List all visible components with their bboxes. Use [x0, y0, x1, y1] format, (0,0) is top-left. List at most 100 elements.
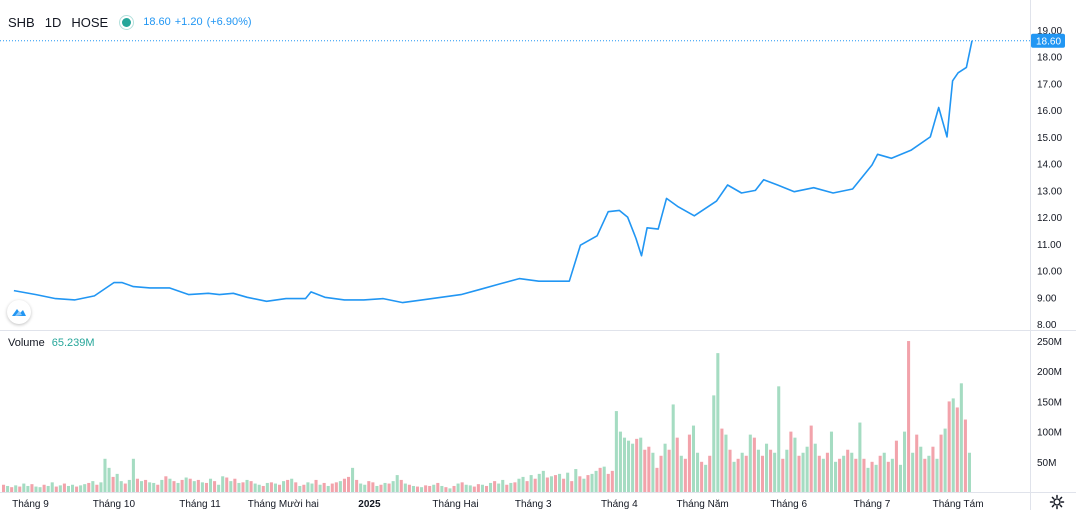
- price-tick-label: 9.00: [1037, 293, 1057, 304]
- price-change-percent: (+6.90%): [206, 16, 252, 28]
- volume-bar: [322, 482, 326, 492]
- volume-bar: [927, 455, 931, 492]
- volume-bar: [541, 470, 545, 492]
- volume-tick-label: 50M: [1037, 458, 1056, 469]
- volume-bar: [732, 461, 736, 492]
- volume-bar: [935, 458, 939, 492]
- volume-bar: [562, 478, 566, 492]
- volume-bar: [261, 485, 265, 492]
- volume-bar: [403, 483, 407, 492]
- price-tick-label: 12.00: [1037, 213, 1062, 224]
- volume-bar: [919, 446, 923, 492]
- volume-bar: [878, 455, 882, 492]
- volume-bar: [42, 484, 46, 492]
- volume-bar: [801, 452, 805, 492]
- volume-bar: [452, 485, 456, 492]
- volume-bar: [290, 478, 294, 492]
- interval-label[interactable]: 1D: [44, 14, 62, 30]
- volume-bar: [882, 452, 886, 492]
- volume-bar: [484, 485, 489, 492]
- volume-bar: [119, 481, 123, 492]
- volume-bar: [809, 425, 813, 492]
- volume-bar: [659, 455, 663, 492]
- volume-bar: [351, 467, 355, 492]
- volume-bar: [111, 476, 115, 492]
- volume-bar: [152, 482, 156, 492]
- volume-bar: [963, 419, 967, 492]
- volume-bar: [829, 431, 834, 492]
- volume-bar: [558, 473, 562, 492]
- volume-bar: [407, 484, 411, 492]
- volume-bar: [18, 486, 22, 492]
- volume-bar: [338, 481, 342, 492]
- volume-bar: [460, 482, 464, 492]
- volume-bar: [464, 484, 468, 492]
- volume-bar: [99, 482, 103, 492]
- volume-bar: [846, 449, 850, 492]
- volume-bar: [813, 443, 817, 492]
- volume-bar: [253, 483, 257, 492]
- volume-bar: [387, 483, 391, 492]
- volume-bar: [663, 443, 667, 492]
- volume-bar: [748, 434, 752, 492]
- symbol-label[interactable]: SHB: [8, 14, 35, 30]
- volume-tick-label: 150M: [1037, 397, 1062, 408]
- volume-bar: [724, 434, 728, 492]
- volume-bar: [330, 483, 334, 492]
- volume-bar: [842, 455, 846, 492]
- price-tick-label: 14.00: [1037, 160, 1062, 171]
- volume-bar: [395, 475, 399, 492]
- volume-bar: [326, 485, 330, 492]
- volume-bar: [781, 458, 785, 492]
- volume-bar: [566, 472, 570, 492]
- volume-bar: [342, 478, 346, 492]
- volume-bar: [225, 477, 229, 492]
- volume-bar: [712, 395, 716, 492]
- volume-bar: [825, 452, 829, 492]
- volume-bar: [208, 478, 213, 492]
- volume-bar: [525, 481, 529, 492]
- price-tick-label: 11.00: [1037, 240, 1062, 251]
- volume-bar: [355, 479, 359, 492]
- volume-bar: [391, 481, 395, 492]
- volume-bar: [590, 473, 594, 492]
- volume-bar: [22, 483, 26, 492]
- volume-bar: [30, 484, 34, 492]
- volume-bar: [217, 484, 221, 492]
- volume-bar: [38, 487, 42, 492]
- time-tick-label: Tháng 10: [93, 499, 136, 510]
- volume-bar: [233, 478, 237, 492]
- volume-bar: [635, 438, 639, 492]
- volume-bar: [793, 437, 797, 492]
- volume-bar: [62, 483, 66, 492]
- price-tick-label: 8.00: [1037, 320, 1057, 331]
- volume-bar: [46, 485, 50, 492]
- logo-icon[interactable]: [7, 300, 31, 324]
- volume-title: Volume: [8, 337, 45, 349]
- volume-bar: [505, 484, 509, 492]
- volume-bar: [598, 467, 602, 492]
- volume-bar: [691, 425, 696, 492]
- volume-bar: [537, 473, 541, 492]
- volume-bar: [570, 481, 574, 492]
- volume-bar: [931, 446, 935, 492]
- volume-bar: [493, 481, 497, 492]
- volume-bar: [79, 485, 83, 492]
- volume-bar: [346, 476, 351, 492]
- volume-bar: [229, 481, 233, 492]
- volume-bar: [594, 470, 598, 492]
- time-tick-label: Tháng 9: [12, 499, 49, 510]
- time-tick-label: Tháng 7: [854, 499, 891, 510]
- time-tick-label: Tháng Tám: [933, 499, 984, 510]
- volume-bar: [574, 469, 578, 492]
- volume-bar: [411, 485, 415, 492]
- volume-bar: [967, 452, 971, 492]
- volume-bar: [915, 434, 919, 492]
- volume-bar: [282, 481, 286, 492]
- volume-bar: [675, 437, 679, 492]
- volume-bar: [744, 455, 748, 492]
- settings-gear-icon[interactable]: [1049, 494, 1065, 510]
- volume-bar: [736, 458, 740, 492]
- volume-bar: [83, 484, 87, 492]
